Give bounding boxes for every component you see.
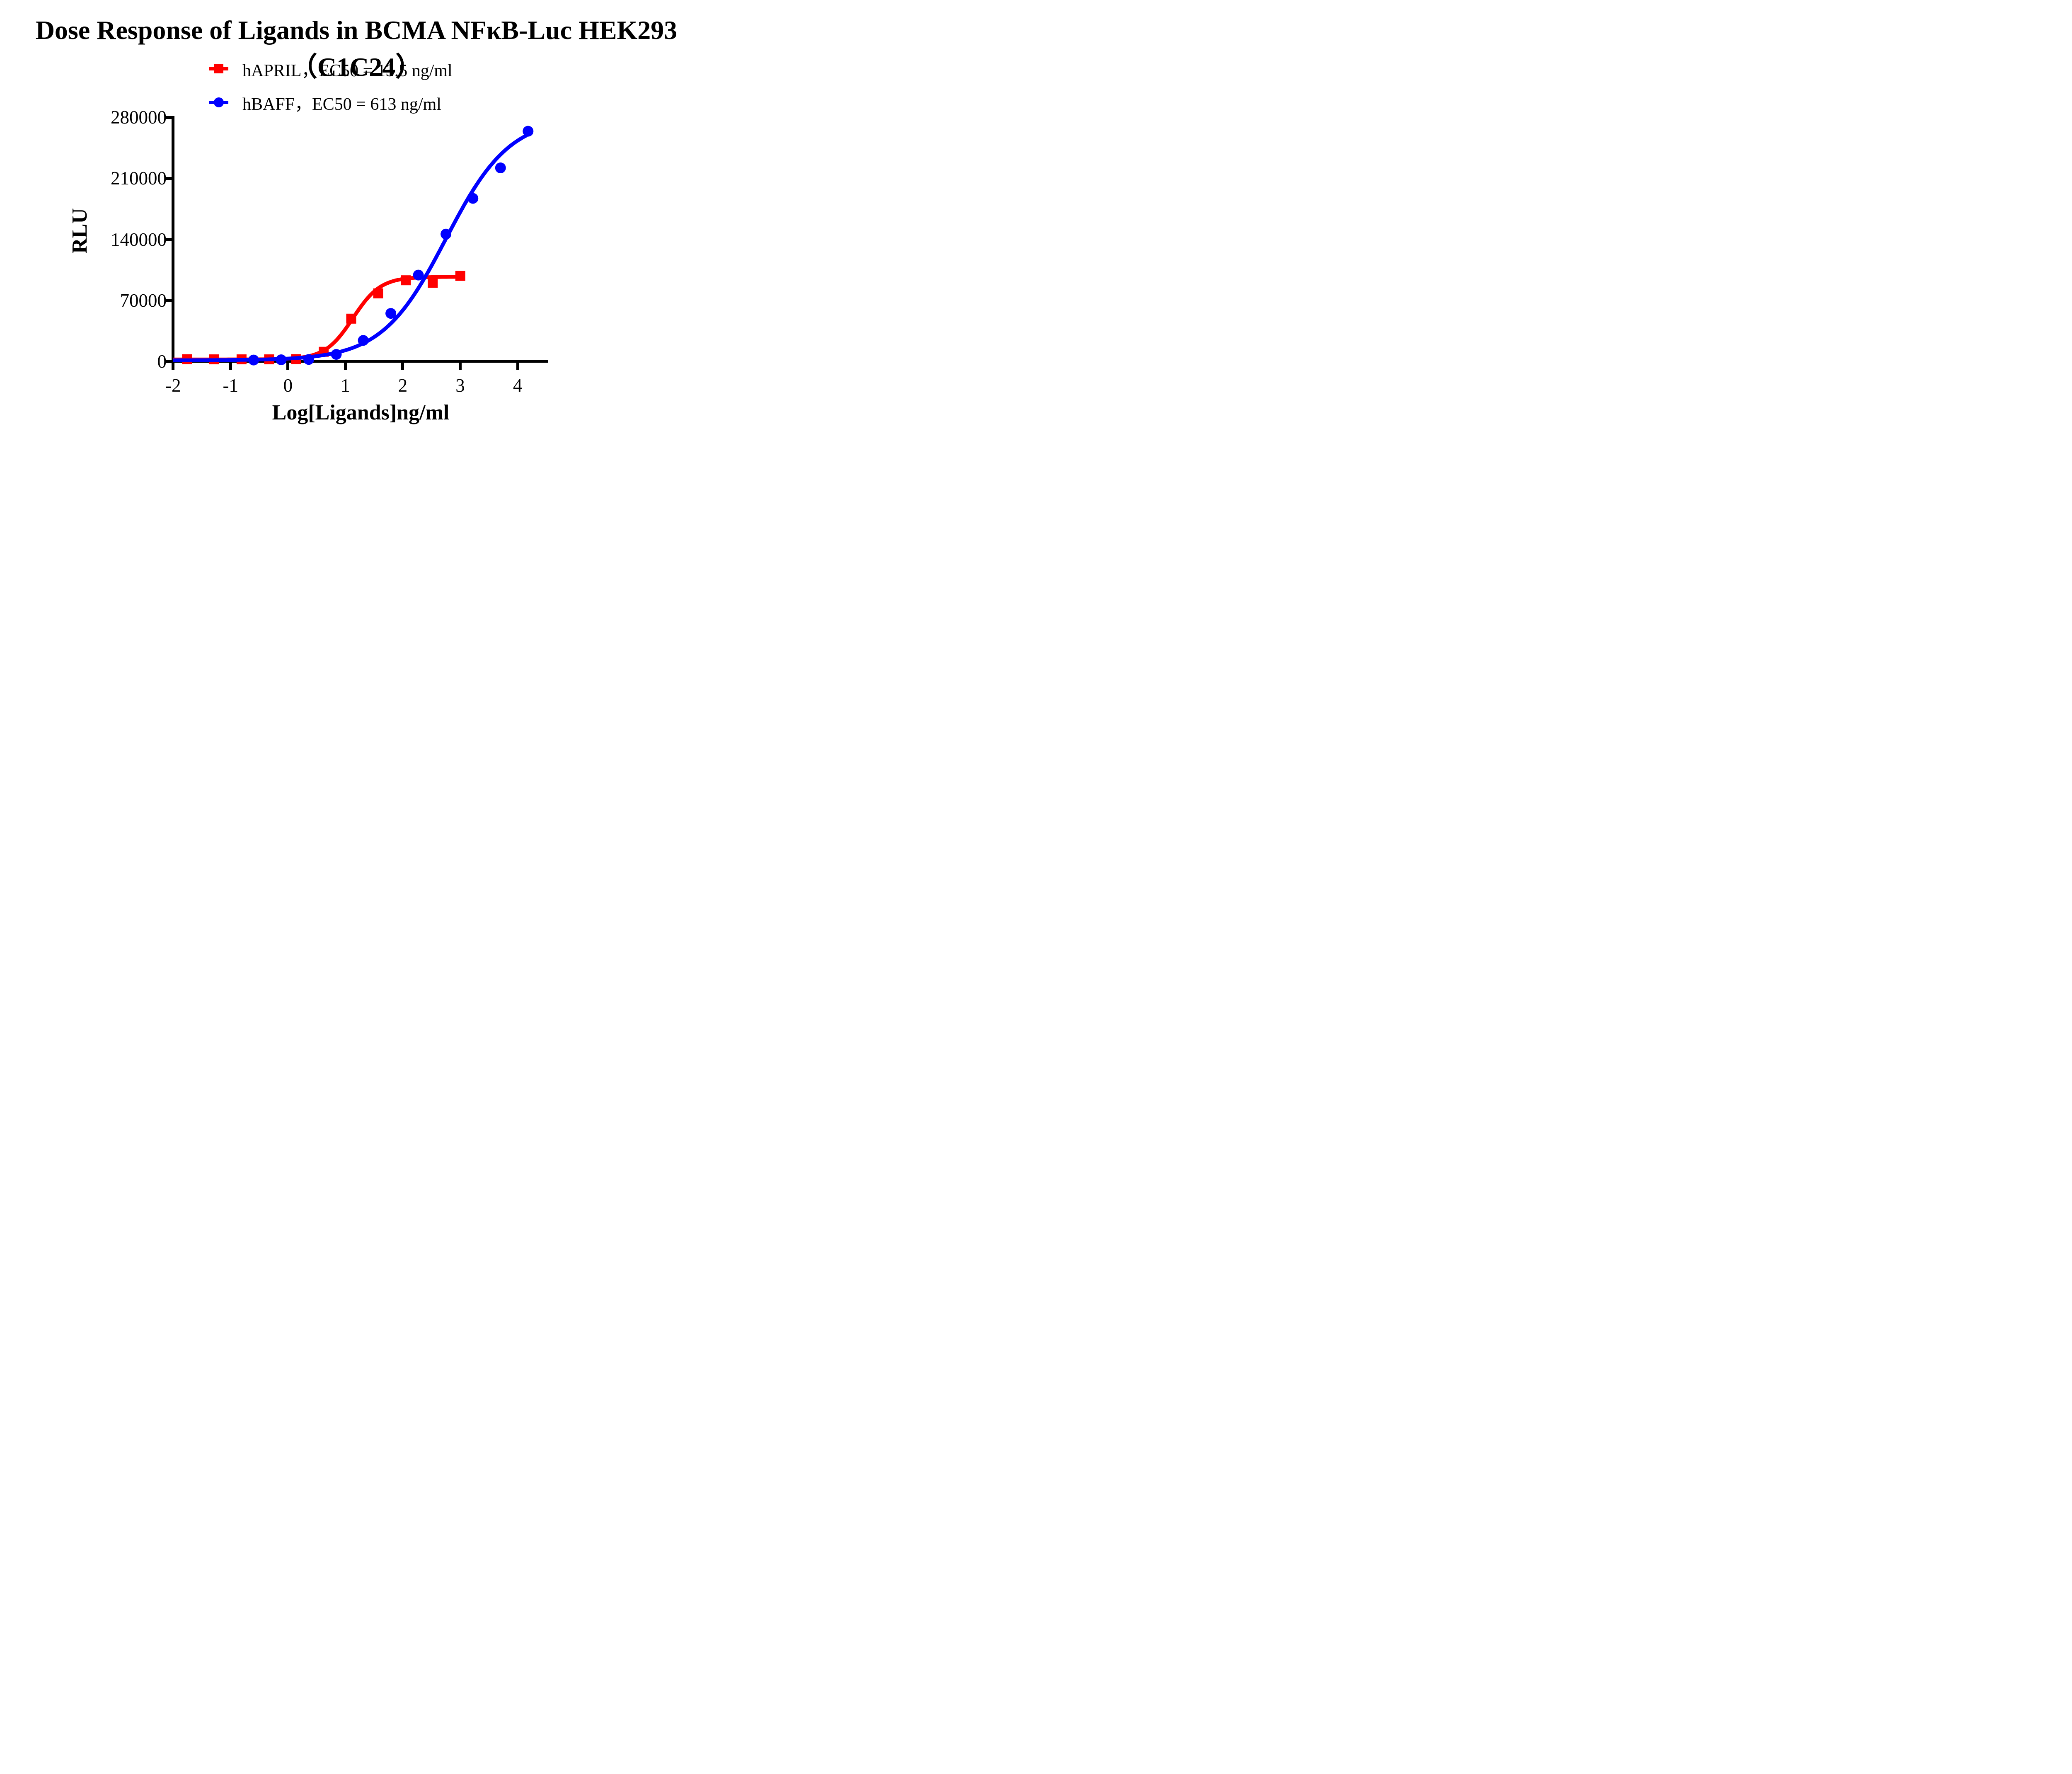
fit-curve-hBAFF [173,133,528,362]
x-tick [286,363,290,370]
x-tick-label: -2 [165,375,181,396]
x-tick-label: 3 [455,375,465,396]
data-point-hAPRIL [428,278,438,288]
x-axis-title: Log[Ligands]ng/ml [272,401,450,424]
legend-label: hBAFF，EC50 = 613 ng/ml [242,95,441,114]
y-axis-title: RLU [68,208,92,254]
x-tick-label: 2 [398,375,408,396]
y-tick [165,116,172,119]
data-point-hBAFF [495,162,506,174]
data-point-hBAFF [358,335,369,346]
x-tick-label: -1 [223,375,239,396]
chart-title: Dose Response of Ligands in BCMA NFκB-Lu… [35,15,678,82]
x-tick [516,363,519,370]
legend-label: hAPRIL，EC50 = 13.5 ng/ml [242,61,453,80]
legend-item-hBAFF: hBAFF，EC50 = 613 ng/ml [209,91,441,114]
y-tick [165,360,172,363]
data-point-hBAFF [467,193,478,204]
data-point-hBAFF [303,354,314,365]
x-axis-line [172,360,548,363]
chart-page: Dose Response of Ligands in BCMA NFκB-Lu… [0,0,713,444]
y-tick [165,177,172,180]
data-point-hAPRIL [455,271,465,281]
data-point-hAPRIL [373,288,383,298]
plot-area [173,126,534,366]
legend-circle-icon [214,97,224,107]
y-tick-label: 210000 [111,168,167,189]
legend-square-icon [214,64,223,73]
data-point-hBAFF [523,126,534,137]
data-point-hAPRIL [346,313,356,324]
x-tick [172,363,175,370]
x-tick-label: 0 [283,375,293,396]
data-point-hBAFF [331,349,342,360]
x-tick-label: 1 [341,375,350,396]
y-axis-line [172,116,174,363]
y-tick-label: 280000 [111,107,167,128]
data-point-hBAFF [385,308,396,319]
data-point-hBAFF [413,269,424,281]
legend-item-hAPRIL: hAPRIL，EC50 = 13.5 ng/ml [209,57,453,80]
square-marker-icon [209,63,228,74]
data-point-hBAFF [276,354,287,366]
y-tick-label: 0 [157,351,167,372]
data-point-hAPRIL [400,275,411,286]
data-point-hBAFF [440,228,451,240]
x-tick [344,363,347,370]
x-tick [401,363,404,370]
data-point-hBAFF [248,354,259,366]
x-tick [459,363,462,370]
x-tick [229,363,232,370]
y-tick [165,238,172,241]
circle-marker-icon [209,97,228,108]
x-tick-label: 4 [513,375,523,396]
y-tick [165,299,172,302]
y-tick-label: 70000 [120,290,167,311]
y-tick-label: 140000 [111,229,167,250]
